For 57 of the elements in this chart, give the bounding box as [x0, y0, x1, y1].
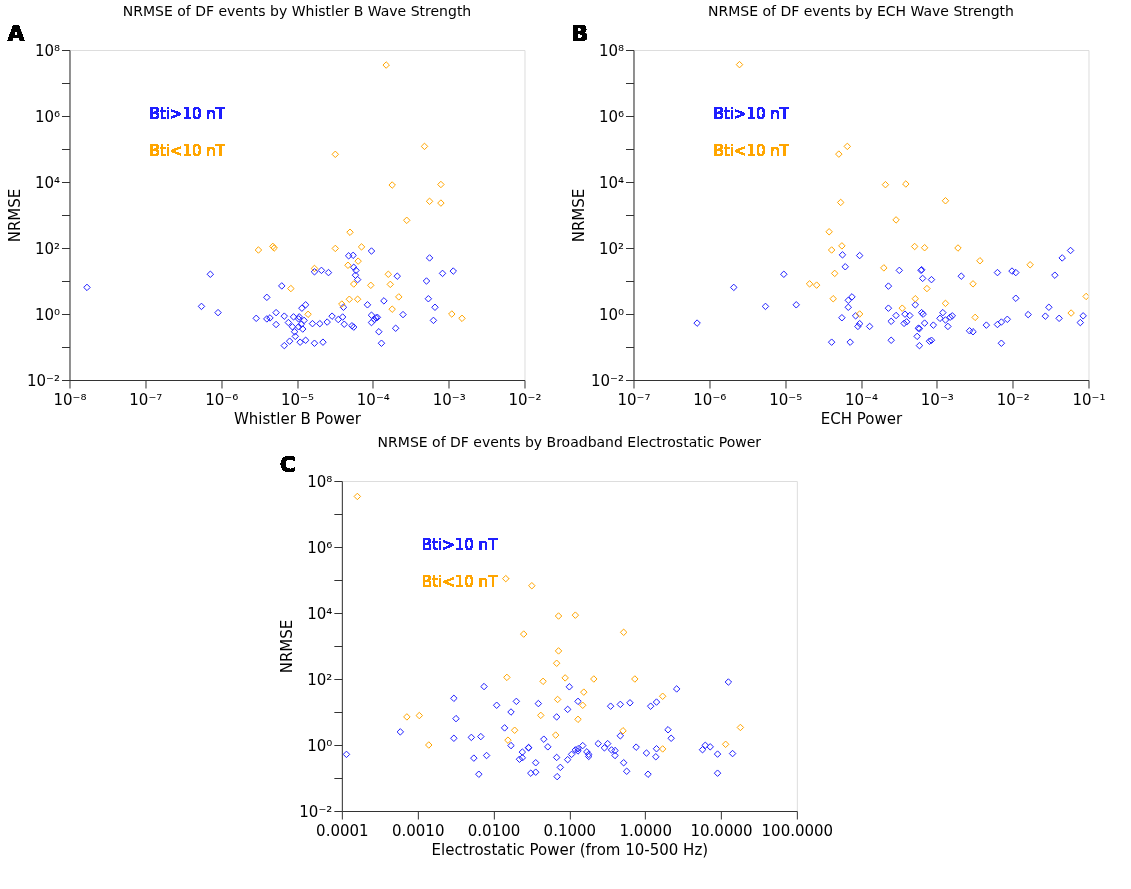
x-tick-label: 10⁻⁶: [693, 390, 727, 409]
x-tick-label: 10⁻⁵: [280, 390, 315, 409]
chart-title: NRMSE of DF events by Broadband Electrostatic Power: [377, 434, 762, 450]
text: Bti>10 nT: [149, 105, 226, 123]
x-tick-label: 10⁻³: [432, 390, 466, 409]
text: Bti>10 nT: [421, 536, 499, 554]
y-tick-label: 10⁻²: [590, 371, 624, 390]
y-tick-label: 10²: [598, 239, 624, 258]
x-tick-label: 10⁻⁷: [617, 390, 651, 409]
x-tick-label: 10⁻⁵: [769, 390, 803, 409]
y-tick-label: 10⁻²: [299, 802, 333, 821]
x-tick-label: 10⁻⁷: [129, 390, 163, 409]
y-tick-label: 10⁶: [34, 107, 60, 126]
y-tick-label: 10²: [34, 239, 60, 258]
x-axis-title: Electrostatic Power (from 10-500 Hz): [431, 840, 709, 859]
x-tick-label: 0.0010: [391, 821, 445, 840]
series-label: Bti<10 nT: [421, 573, 499, 591]
chart-title: NRMSE of DF events by ECH Wave Strength: [708, 3, 1014, 19]
x-tick-label: 10⁻¹: [1072, 390, 1106, 409]
x-tick-label: 10⁻³: [920, 390, 954, 409]
y-tick-label: 10⁰: [598, 305, 624, 324]
text: B: [571, 21, 589, 46]
text: C: [279, 452, 297, 477]
x-tick-label: 10⁻⁶: [205, 390, 239, 409]
y-tick-label: 10²: [307, 670, 333, 689]
x-tick-label: 10⁻⁴: [356, 390, 390, 409]
y-tick-label: 10⁻²: [26, 371, 60, 390]
y-tick-label: 10⁸: [598, 41, 624, 60]
x-tick-label: 0.1000: [543, 821, 597, 840]
y-tick-label: 10⁰: [307, 736, 333, 755]
y-axis-title: NRMSE: [5, 188, 24, 243]
text: Bti>10 nT: [713, 105, 790, 123]
x-tick-label: 10⁻⁸: [53, 390, 87, 409]
y-tick-label: 10⁰: [34, 305, 60, 324]
x-tick-label: 100.0000: [761, 821, 834, 840]
x-axis-title: Whistler B Power: [234, 409, 362, 428]
y-axis-title: NRMSE: [569, 188, 588, 243]
text: Bti<10 nT: [713, 142, 790, 160]
y-tick-label: 10⁴: [307, 604, 333, 623]
y-axis-title: NRMSE: [278, 619, 297, 674]
text: A: [7, 21, 25, 46]
text: Bti<10 nT: [149, 142, 226, 160]
x-tick-label: 0.0001: [316, 821, 369, 840]
y-tick-label: 10⁴: [598, 173, 624, 192]
x-axis-title: ECH Power: [820, 409, 903, 428]
x-tick-label: 10⁻²: [508, 390, 542, 409]
y-tick-label: 10⁸: [307, 472, 333, 491]
x-tick-label: 1.0000: [619, 821, 672, 840]
y-tick-label: 10⁴: [34, 173, 60, 192]
x-tick-label: 0.0100: [467, 821, 521, 840]
chart-title: NRMSE of DF events by Whistler B Wave Strength: [122, 3, 472, 19]
y-tick-label: 10⁶: [598, 107, 624, 126]
x-tick-label: 10⁻⁴: [844, 390, 879, 409]
x-tick-label: 10.0000: [690, 821, 753, 840]
y-tick-label: 10⁸: [34, 41, 60, 60]
x-tick-label: 10⁻²: [996, 390, 1030, 409]
y-tick-label: 10⁶: [307, 538, 333, 557]
